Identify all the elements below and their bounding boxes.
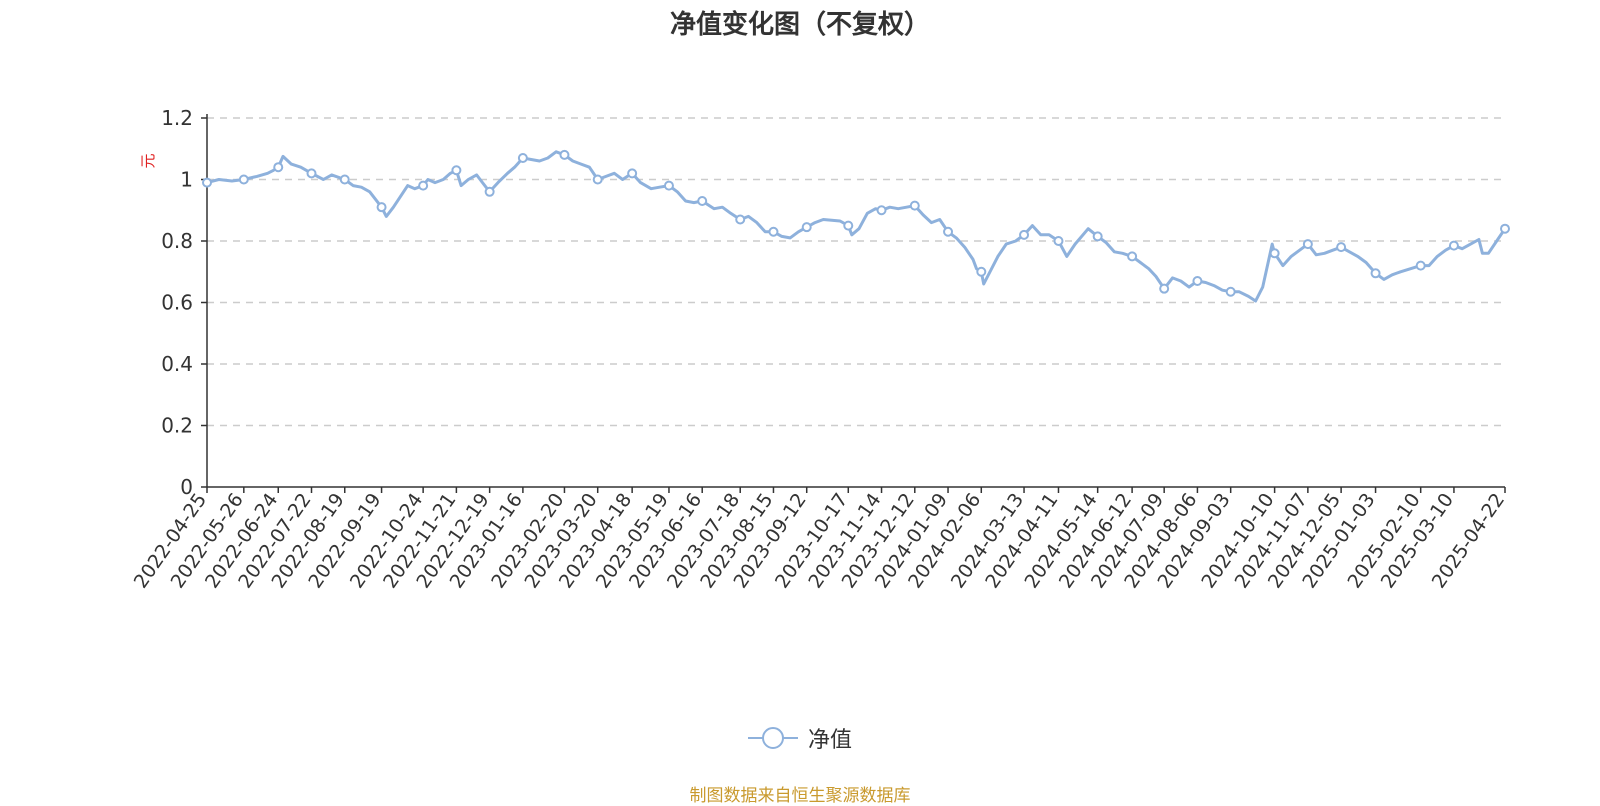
y-tick-label: 0.6	[161, 291, 193, 315]
y-tick-label: 0.4	[161, 352, 193, 376]
data-point	[735, 214, 746, 225]
data-point	[202, 177, 212, 188]
data-point	[801, 222, 812, 233]
line-chart: 00.20.40.60.811.22022-04-252022-05-26202…	[130, 106, 1510, 592]
data-point	[876, 205, 887, 216]
legend-label: 净值	[807, 728, 852, 753]
data-point	[559, 149, 570, 160]
data-point	[697, 196, 708, 207]
data-point	[517, 152, 528, 163]
data-point	[1053, 236, 1064, 246]
data-point	[306, 168, 317, 179]
data-point	[1336, 242, 1347, 253]
data-point	[843, 220, 854, 231]
legend-line-circle-icon	[747, 727, 798, 749]
series-layer	[205, 150, 1507, 303]
data-point	[238, 174, 249, 185]
data-point	[1448, 240, 1459, 251]
y-tick-label: 0.2	[161, 414, 193, 438]
data-point	[1302, 239, 1313, 250]
data-point	[1500, 223, 1510, 234]
data-point	[339, 174, 350, 185]
data-point	[376, 202, 387, 213]
source-note: 制图数据来自恒生聚源数据库	[689, 786, 911, 806]
data-point	[273, 162, 284, 173]
series-line-nav	[205, 150, 1507, 303]
data-point	[1415, 260, 1426, 271]
y-tick-label: 0.8	[161, 229, 193, 253]
data-point	[768, 226, 779, 237]
data-point	[484, 186, 495, 197]
data-point	[1269, 248, 1280, 259]
data-point	[1159, 283, 1170, 294]
y-tick-label: 0	[180, 475, 193, 499]
y-tick-label: 1.2	[161, 106, 193, 130]
data-point	[1192, 275, 1203, 286]
legend-item-nav[interactable]: 净值	[747, 722, 852, 754]
data-point	[1092, 231, 1103, 242]
gridlines	[207, 117, 1505, 427]
data-point	[418, 180, 429, 191]
data-point	[592, 174, 603, 185]
data-point	[1225, 286, 1236, 297]
data-point	[909, 200, 920, 211]
data-point	[1370, 268, 1381, 279]
y-tick-label: 1	[180, 168, 193, 192]
data-point	[1019, 229, 1030, 240]
data-point	[451, 165, 462, 176]
data-point	[627, 168, 638, 179]
legend: 净值	[0, 722, 1600, 756]
data-point	[976, 266, 987, 277]
data-point	[663, 180, 674, 191]
data-point	[1127, 251, 1138, 262]
y-axis-unit-label: 元	[139, 153, 157, 168]
marker-layer	[202, 149, 1510, 297]
chart-title: 净值变化图（不复权）	[669, 10, 930, 40]
data-point	[943, 226, 954, 237]
